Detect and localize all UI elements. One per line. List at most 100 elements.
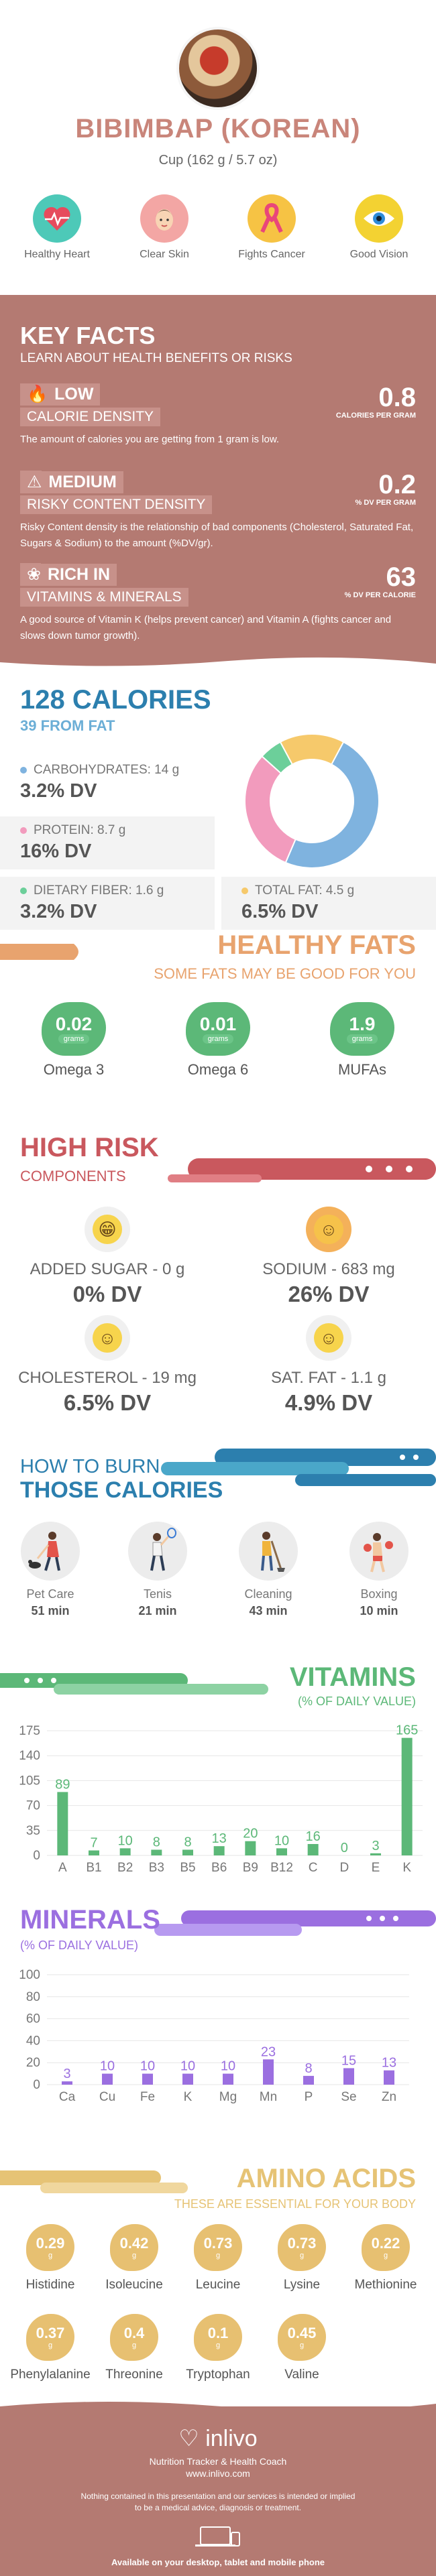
risk-dv: 6.5% DV [63, 1390, 152, 1415]
activity-tenis: Tenis 21 min [114, 1522, 201, 1618]
fact-risky-content: ⚠ MEDIUM RISKY CONTENT DENSITY 0.2 % DV P… [20, 471, 416, 552]
amino-badge: 0.45 g [278, 2314, 326, 2361]
macro-dv: 3.2% DV [20, 780, 97, 802]
x-tick-label: B6 [211, 1861, 227, 1875]
food-title: BIBIMBAP (KOREAN) [75, 114, 361, 143]
decor-stripe [0, 2170, 188, 2193]
x-tick-label: Fe [140, 2090, 155, 2104]
activity-minutes: 21 min [138, 1604, 177, 1617]
y-tick-label: 105 [19, 1774, 40, 1788]
activity-minutes: 51 min [31, 1604, 70, 1617]
bar-value-label: 8 [153, 1835, 160, 1849]
fact-level: MEDIUM [42, 471, 123, 493]
brand-name: inlivo [205, 2426, 258, 2451]
fact-description: A good source of Vitamin K (helps preven… [20, 614, 392, 641]
bar-value-label: 20 [243, 1827, 258, 1841]
dish-photo [176, 27, 260, 110]
fat-value: 1.9 [349, 1014, 376, 1034]
macro-dv: 16% DV [20, 841, 92, 862]
risk-dv: 26% DV [288, 1282, 370, 1306]
bar [102, 2073, 113, 2085]
amino-name: Isoleucine [105, 2278, 163, 2292]
face-icon [140, 194, 188, 243]
smile-face-icon: ☺ [306, 1315, 351, 1361]
bar-value-label: 15 [341, 2053, 356, 2068]
amino-leucine: 0.73 g Leucine [174, 2224, 262, 2292]
x-tick-label: Mn [260, 2090, 277, 2104]
y-tick-label: 35 [26, 1824, 40, 1838]
bar-value-label: 13 [212, 1831, 227, 1846]
macro-label: PROTEIN: 8.7 g [34, 823, 126, 837]
amino-lysine: 0.73 g Lysine [258, 2224, 345, 2292]
bar-value-label: 10 [180, 2059, 195, 2074]
amino-badge: 0.42 g [110, 2224, 158, 2271]
fat-name: Omega 6 [187, 1061, 249, 1078]
amino-histidine: 0.29 g Histidine [7, 2224, 94, 2292]
legend-dot [20, 887, 27, 894]
risk-sat-fat: ☺ SAT. FAT - 1.1 g 4.9% DV [221, 1315, 436, 1416]
fat-badge: 1.9 grams [330, 1002, 394, 1056]
bar-value-label: 7 [90, 1836, 97, 1851]
amino-unit: g [383, 2252, 388, 2260]
healthy-fats-subtitle: SOME FATS MAY BE GOOD FOR YOU [154, 965, 416, 982]
leaf-icon: ❀ [20, 563, 41, 586]
risk-cholesterol: ☺ CHOLESTEROL - 19 mg 6.5% DV [0, 1315, 215, 1416]
fact-value: 0.2 [378, 470, 416, 499]
fat-badge: 0.02 grams [42, 1002, 106, 1056]
heart-logo-icon: ♡ [178, 2426, 199, 2451]
bar [57, 1792, 68, 1855]
amino-name: Leucine [195, 2278, 241, 2292]
amino-badge: 0.73 g [278, 2224, 326, 2271]
legend-dot [241, 887, 248, 894]
amino-value: 0.22 [371, 2235, 400, 2252]
brand-website-link[interactable]: www.inlivo.com [186, 2468, 250, 2479]
x-tick-label: B1 [86, 1861, 101, 1875]
amino-acids-title: AMINO ACIDS [236, 2164, 416, 2193]
bar [370, 1853, 381, 1855]
bar [62, 2081, 72, 2085]
bar [263, 2059, 274, 2085]
minerals-subtitle: (% OF DAILY VALUE) [20, 1939, 139, 1952]
decor-stripe [154, 1910, 436, 1936]
fat-name: MUFAs [337, 1061, 387, 1078]
risk-dv: 4.9% DV [284, 1390, 373, 1415]
risk-label: ADDED SUGAR - 0 g [30, 1260, 185, 1278]
bar-value-label: 13 [382, 2056, 396, 2071]
high-risk-subtitle: COMPONENTS [20, 1168, 126, 1184]
fact-unit: % DV PER GRAM [355, 499, 416, 507]
fact-unit: CALORIES PER GRAM [335, 412, 416, 420]
brand-logo[interactable]: ♡ inlivo [0, 2425, 436, 2452]
amino-value: 0.4 [123, 2325, 145, 2341]
wave-divider [0, 657, 436, 670]
fat-mufas: 1.9 grams MUFAs [312, 1002, 413, 1079]
amino-badge: 0.37 g [26, 2314, 74, 2361]
x-tick-label: Mg [219, 2090, 237, 2104]
amino-value: 0.42 [119, 2235, 149, 2252]
x-tick-label: Se [341, 2090, 356, 2104]
bar-value-label: 3 [372, 1839, 379, 1853]
fact-level: LOW [48, 383, 101, 406]
legend-dot [20, 827, 27, 834]
warning-icon: ⚠ [20, 471, 42, 493]
amino-value: 0.29 [36, 2235, 65, 2252]
bar [307, 1843, 319, 1855]
fact-calorie-density: 🔥 LOW CALORIE DENSITY 0.8 CALORIES PER GR… [20, 383, 416, 448]
x-tick-label: K [184, 2090, 193, 2104]
y-tick-label: 100 [19, 1968, 40, 1982]
smile-face-icon: ☺ [306, 1207, 351, 1252]
amino-name: Valine [284, 2368, 319, 2382]
decor-stripe [0, 944, 78, 960]
fact-value: 63 [386, 562, 417, 592]
fact-name: VITAMINS & MINERALS [20, 588, 188, 607]
benefit-healthy-heart: Healthy Heart [13, 194, 101, 261]
vitamins-title: VITAMINS [289, 1662, 416, 1692]
activity-boxing: Boxing 10 min [335, 1522, 423, 1618]
y-tick-label: 0 [33, 1849, 40, 1863]
activity-name: Cleaning [244, 1587, 292, 1601]
amino-unit: g [131, 2341, 137, 2349]
calories-from-fat: 39 FROM FAT [20, 717, 115, 734]
fact-name: CALORIE DENSITY [20, 408, 161, 426]
amino-isoleucine: 0.42 g Isoleucine [91, 2224, 178, 2292]
hero-section: BIBIMBAP (KOREAN) Cup (162 g / 5.7 oz) H… [0, 0, 436, 295]
amino-name: Tryptophan [186, 2368, 250, 2382]
